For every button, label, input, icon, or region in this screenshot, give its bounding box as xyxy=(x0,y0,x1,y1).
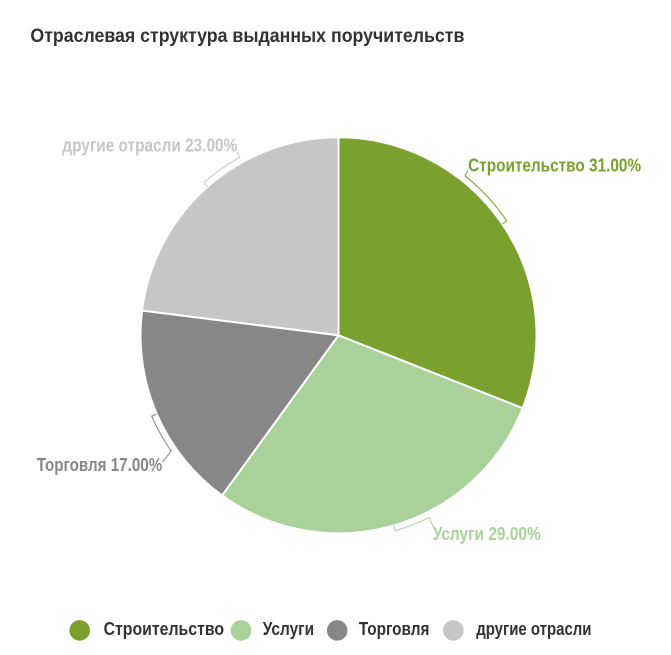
svg-text:другие отрасли: другие отрасли xyxy=(476,618,591,639)
svg-text:Торговля: Торговля xyxy=(359,618,430,639)
svg-text:Строительство 31.00%: Строительство 31.00% xyxy=(468,154,641,175)
svg-text:Услуги 29.00%: Услуги 29.00% xyxy=(433,523,541,544)
svg-text:другие отрасли 23.00%: другие отрасли 23.00% xyxy=(62,135,237,156)
svg-text:Услуги: Услуги xyxy=(263,618,314,639)
svg-text:Торговля 17.00%: Торговля 17.00% xyxy=(37,454,163,475)
svg-text:Отраслевая структура выданных: Отраслевая структура выданных поручитель… xyxy=(30,26,464,47)
svg-text:Строительство: Строительство xyxy=(104,618,225,639)
